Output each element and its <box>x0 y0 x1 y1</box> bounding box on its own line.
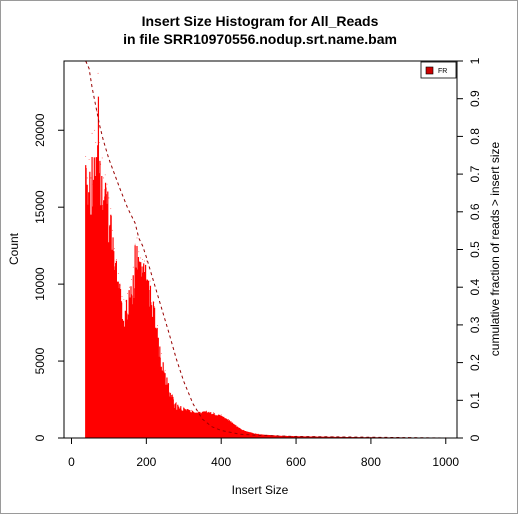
histogram-point-37 <box>150 281 151 282</box>
y2-tick-label-10: 1 <box>468 57 482 64</box>
y2-tick-label-8: 0.8 <box>468 128 482 145</box>
histogram-point-35 <box>144 261 145 262</box>
histogram-point-48 <box>206 411 207 412</box>
histogram-point-33 <box>140 258 141 259</box>
histogram-point-46 <box>191 410 192 411</box>
y2-tick-label-3: 0.3 <box>468 316 482 333</box>
y-axis-label: Count <box>7 232 21 265</box>
y2-tick-label-6: 0.6 <box>468 203 482 220</box>
y2-tick-label-9: 0.9 <box>468 90 482 107</box>
histogram-point-27 <box>129 287 130 288</box>
histogram-point-19 <box>114 248 115 249</box>
histogram-point-52 <box>236 425 237 426</box>
y2-tick-label-5: 0.5 <box>468 241 482 258</box>
histogram-point-22 <box>120 285 121 286</box>
histogram-point-4 <box>92 133 93 134</box>
histogram-point-13 <box>103 178 104 179</box>
histogram-point-8 <box>97 111 98 112</box>
histogram-point-49 <box>213 412 214 413</box>
histogram-point-2 <box>89 159 90 160</box>
y2-tick-label-1: 0.1 <box>468 392 482 409</box>
histogram-point-15 <box>107 184 108 185</box>
y2-tick-label-4: 0.4 <box>468 279 482 296</box>
histogram-point-39 <box>157 325 158 326</box>
y2-tick-label-7: 0.7 <box>468 165 482 182</box>
histogram-point-16 <box>109 198 110 199</box>
x-tick-label-200: 200 <box>136 455 156 469</box>
histogram-point-3 <box>91 178 92 179</box>
x-tick-label-400: 400 <box>211 455 231 469</box>
histogram-point-0 <box>85 156 86 157</box>
x-tick-label-1000: 1000 <box>432 455 459 469</box>
y-tick-label-10000: 10000 <box>33 267 47 301</box>
x-tick-label-600: 600 <box>286 455 306 469</box>
histogram-point-17 <box>110 208 111 209</box>
histogram-point-42 <box>168 384 169 385</box>
histogram-point-10 <box>99 142 100 143</box>
histogram-point-45 <box>183 407 184 408</box>
histogram-point-40 <box>161 353 162 354</box>
chart-title-line1: Insert Size Histogram for All_Reads <box>142 13 379 29</box>
histogram-point-6 <box>94 130 95 131</box>
y2-tick-label-0: 0 <box>468 434 482 441</box>
legend: FR <box>421 62 456 78</box>
chart-title-line2: in file SRR10970556.nodup.srt.name.bam <box>123 31 397 47</box>
histogram-point-7 <box>95 142 96 143</box>
histogram-point-12 <box>102 158 103 159</box>
histogram-point-31 <box>137 238 138 239</box>
histogram-point-54 <box>251 432 252 433</box>
histogram-point-14 <box>105 174 106 175</box>
histogram-point-25 <box>125 301 126 302</box>
histogram-point-51 <box>228 419 229 420</box>
histogram-point-47 <box>198 411 199 412</box>
histogram-point-55 <box>258 434 259 435</box>
y2-tick-label-2: 0.2 <box>468 354 482 371</box>
histogram-point-30 <box>135 244 136 245</box>
histogram-point-9 <box>98 73 99 74</box>
histogram-point-23 <box>122 296 123 297</box>
y-tick-label-5000: 5000 <box>33 347 47 374</box>
histogram-point-28 <box>131 279 132 280</box>
histogram-point-26 <box>127 293 128 294</box>
x-tick-label-800: 800 <box>361 455 381 469</box>
histogram-point-29 <box>133 267 134 268</box>
legend-swatch-fr <box>426 67 433 74</box>
histogram-point-5 <box>93 184 94 185</box>
histogram-point-18 <box>112 230 113 231</box>
y-tick-label-15000: 15000 <box>33 190 47 224</box>
histogram-point-36 <box>146 261 147 262</box>
histogram-point-21 <box>118 273 119 274</box>
y2-axis-label: cumulative fraction of reads > insert si… <box>488 141 502 356</box>
histogram-point-11 <box>100 164 101 165</box>
histogram-bars <box>85 73 446 438</box>
histogram-point-24 <box>123 299 124 300</box>
x-tick-label-0: 0 <box>68 455 75 469</box>
histogram-point-1 <box>87 178 88 179</box>
y-tick-label-0: 0 <box>33 434 47 441</box>
histogram-point-44 <box>176 402 177 403</box>
y-tick-label-20000: 20000 <box>33 113 47 147</box>
histogram-point-38 <box>153 302 154 303</box>
histogram-point-53 <box>243 430 244 431</box>
histogram-point-50 <box>221 415 222 416</box>
histogram-point-20 <box>116 259 117 260</box>
histogram-point-32 <box>138 251 139 252</box>
histogram-point-41 <box>165 370 166 371</box>
histogram-bars-fr <box>86 97 446 438</box>
legend-label-fr: FR <box>438 68 447 75</box>
x-axis-label: Insert Size <box>232 483 289 497</box>
histogram-point-34 <box>142 259 143 260</box>
histogram-point-43 <box>172 395 173 396</box>
